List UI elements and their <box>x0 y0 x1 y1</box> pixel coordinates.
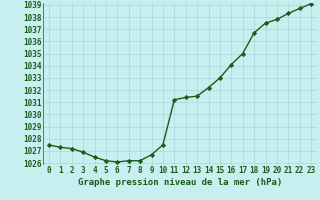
X-axis label: Graphe pression niveau de la mer (hPa): Graphe pression niveau de la mer (hPa) <box>78 178 282 187</box>
